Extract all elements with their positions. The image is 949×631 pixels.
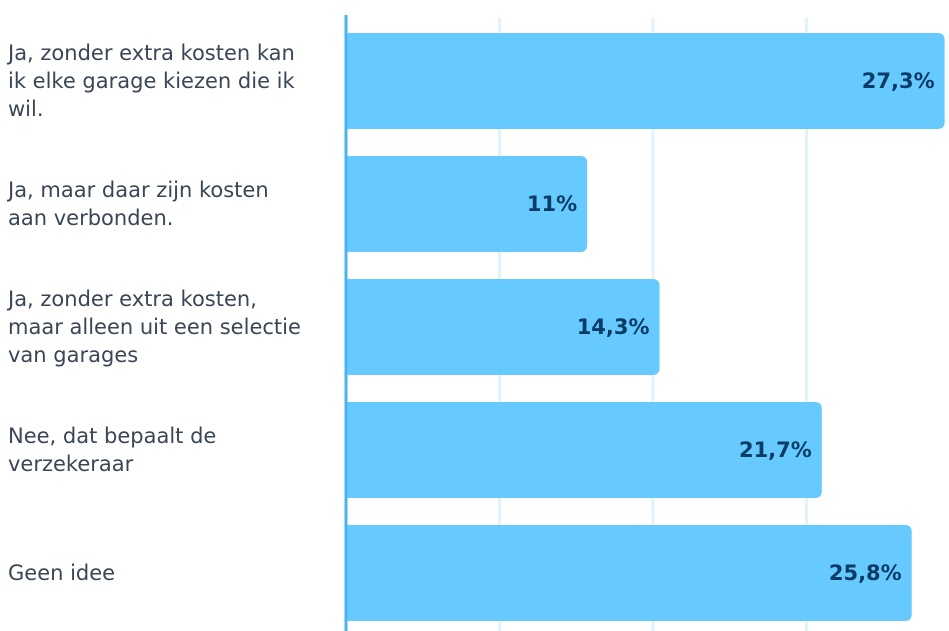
bar [346,402,822,498]
value-label: 25,8% [829,561,902,585]
value-label: 11% [527,192,577,216]
category-label: Nee, dat bepaalt de verzekeraar [8,424,217,476]
value-label: 21,7% [739,438,812,462]
category-label: Ja, maar daar zijn kosten aan verbonden. [8,178,269,230]
value-label: 27,3% [862,69,935,93]
category-label: Ja, zonder extra kosten, maar alleen uit… [8,287,301,367]
category-label: Geen idee [8,561,116,585]
bar [346,156,588,252]
bar [346,525,912,621]
category-label: Ja, zonder extra kosten kan ik elke gara… [8,41,295,121]
bar [346,33,945,129]
value-label: 14,3% [577,315,650,339]
bar [346,279,660,375]
